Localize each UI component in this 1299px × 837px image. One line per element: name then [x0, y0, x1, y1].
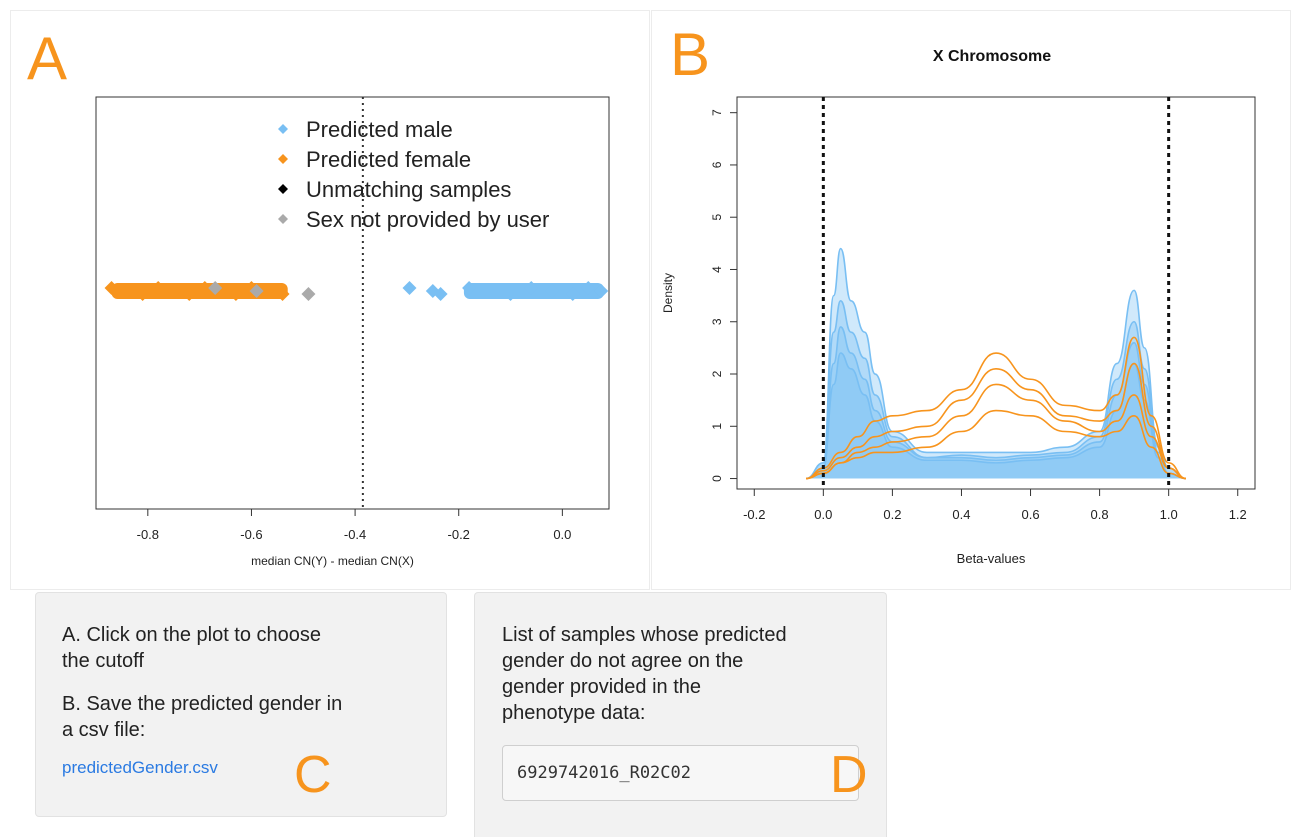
data-point-male: [524, 281, 539, 295]
panel-a-scatter[interactable]: A -0.8 -0.6 -0.4 -0.2 0.0 median CN(Y) - medi…: [10, 10, 650, 590]
download-csv-link[interactable]: predictedGender.csv: [62, 758, 218, 777]
density-curve-female: [805, 336, 1187, 480]
mismatch-line3: gender provided in the: [502, 676, 702, 698]
x-tick-label: -0.6: [240, 527, 262, 542]
x-tick-label: 0.6: [1021, 507, 1039, 522]
data-point-male: [482, 284, 497, 298]
data-point-male: [581, 281, 596, 295]
data-point-male: [462, 281, 477, 295]
mismatch-line1: List of samples whose predicted: [502, 624, 787, 646]
data-point-male: [503, 287, 518, 301]
instruction-b-line1: B. Save the predicted gender in: [62, 693, 343, 715]
y-tick-label: 6: [710, 161, 724, 168]
legend-label: Predicted male: [306, 117, 453, 142]
mismatch-box: List of samples whose predicted gender d…: [474, 592, 887, 837]
y-tick-label: 5: [710, 214, 724, 221]
density-curve-female: [806, 383, 1187, 480]
legend-marker: [278, 154, 288, 164]
mismatch-line2: gender do not agree on the: [502, 650, 744, 672]
density-plot: X Chromosome -0.2 0.0 0.2 0.4 0.6 0.8 1.0 1.2 0 1 2…: [661, 48, 1256, 566]
x-tick-label: 1.2: [1229, 507, 1247, 522]
y-tick-label: 2: [710, 370, 724, 377]
panel-label-b: B: [670, 21, 711, 88]
x-tick-label: -0.2: [743, 507, 765, 522]
instruction-a-line2: the cutoff: [62, 650, 144, 672]
legend-marker: [278, 124, 288, 134]
mismatch-samples-field[interactable]: 6929742016_R02C02: [502, 745, 859, 801]
x-tick-label: -0.8: [137, 527, 159, 542]
panel-b-density: B X Chromosome -0.2 0.0 0.2 0.4 0.6 0.8 1.0 1.2 0…: [651, 10, 1291, 590]
density-curve-male: [805, 300, 1187, 480]
instruction-a-line1: A. Click on the plot to choose: [62, 624, 322, 646]
legend-label: Predicted female: [306, 147, 471, 172]
data-point-female: [182, 287, 197, 301]
data-point-unknown: [301, 287, 316, 301]
panel-label-a: A: [27, 25, 68, 92]
density-curve-female: [805, 362, 1187, 480]
x-tick-label: 0.4: [952, 507, 970, 522]
x-tick-label: 0.0: [553, 527, 571, 542]
panel-label-c: C: [294, 746, 332, 804]
data-point-male: [545, 284, 559, 298]
panel-label-d: D: [830, 746, 868, 804]
legend-label: Sex not provided by user: [306, 207, 549, 232]
scatter-plot[interactable]: -0.8 -0.6 -0.4 -0.2 0.0 median CN(Y) - median…: [11, 11, 651, 591]
data-point-female: [197, 281, 212, 295]
data-point-female: [104, 281, 119, 295]
density-curve-female: [806, 409, 1186, 480]
data-point-female: [166, 284, 181, 298]
instruction-b-line2: a csv file:: [62, 719, 146, 741]
density-curve-male: [805, 247, 1187, 480]
data-point-male: [402, 281, 417, 295]
x-tick-label: 0.2: [883, 507, 901, 522]
plot-frame: [736, 96, 1256, 490]
data-point-male: [594, 284, 609, 298]
y-axis-label: Density: [661, 273, 675, 313]
x-tick-label: 0.0: [814, 507, 832, 522]
y-tick-label: 3: [710, 318, 724, 325]
x-axis-label: Beta-values: [957, 551, 1026, 566]
x-axis-label: median CN(Y) - median CN(X): [251, 554, 414, 568]
y-tick-label: 4: [710, 266, 724, 273]
legend-marker: [278, 184, 288, 194]
mismatch-line4: phenotype data:: [502, 702, 646, 724]
data-point-female: [151, 281, 166, 295]
data-point-female: [228, 287, 243, 301]
plot-frame: [95, 96, 610, 510]
x-tick-label: -0.2: [448, 527, 470, 542]
data-point-unknown: [249, 284, 264, 298]
data-point-unknown: [208, 281, 223, 295]
data-point-female: [260, 284, 274, 298]
x-tick-label: 0.8: [1091, 507, 1109, 522]
x-tick-label: 1.0: [1160, 507, 1178, 522]
y-tick-label: 1: [710, 423, 724, 430]
legend-marker: [278, 214, 288, 224]
data-point-female: [135, 287, 150, 301]
data-point-female: [120, 284, 135, 298]
data-point-female: [275, 287, 290, 301]
instructions-box: A. Click on the plot to choose the cutof…: [35, 592, 447, 817]
x-tick-label: -0.4: [344, 527, 366, 542]
y-tick-label: 7: [710, 109, 724, 116]
data-point-male: [433, 287, 448, 301]
data-point-male: [565, 287, 580, 301]
y-tick-label: 0: [710, 475, 724, 482]
legend-label: Unmatching samples: [306, 177, 511, 202]
density-curve-male: [805, 326, 1186, 480]
chart-title: X Chromosome: [933, 48, 1051, 65]
